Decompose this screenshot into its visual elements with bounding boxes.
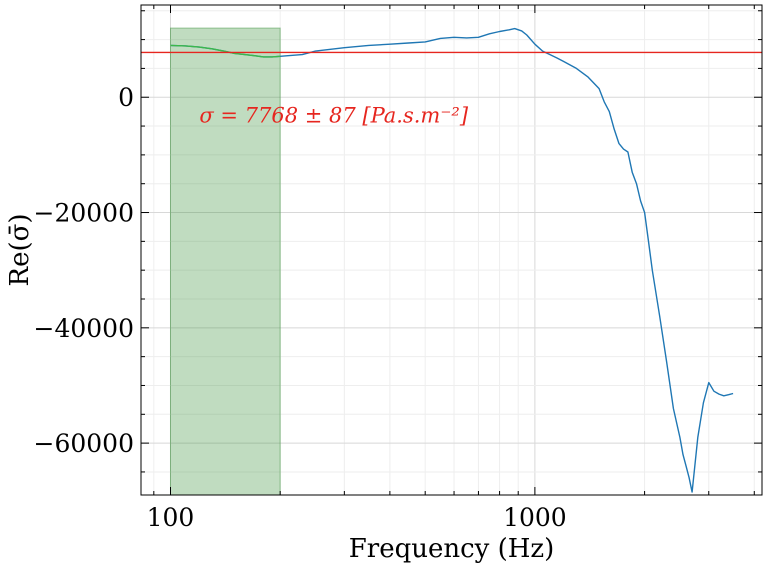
- plot-frame: [140, 4, 763, 496]
- y-axis-label: Re(σ̄): [5, 214, 35, 287]
- x-tick-label: 100: [147, 503, 195, 532]
- y-tick-label: 0: [118, 83, 134, 112]
- annotation-label: σ = 7768 ± 87 [Pa.s.m⁻²]: [199, 104, 469, 128]
- x-axis-label: Frequency (Hz): [349, 534, 555, 564]
- series-layer: [170, 27, 734, 493]
- shaded-region-layer: [169, 27, 281, 496]
- y-tick-label: −60000: [34, 429, 134, 458]
- grid: [141, 5, 762, 495]
- series-line-1: [170, 27, 734, 493]
- shaded-region: [169, 27, 281, 496]
- series-line-2: [170, 44, 281, 58]
- ticks: [141, 5, 762, 495]
- x-tick-label: 1000: [503, 503, 567, 532]
- y-tick-label: −20000: [34, 199, 134, 228]
- tick-labels: 100 1000 0 −20000 −40000 −60000: [34, 83, 567, 532]
- y-tick-label: −40000: [34, 314, 134, 343]
